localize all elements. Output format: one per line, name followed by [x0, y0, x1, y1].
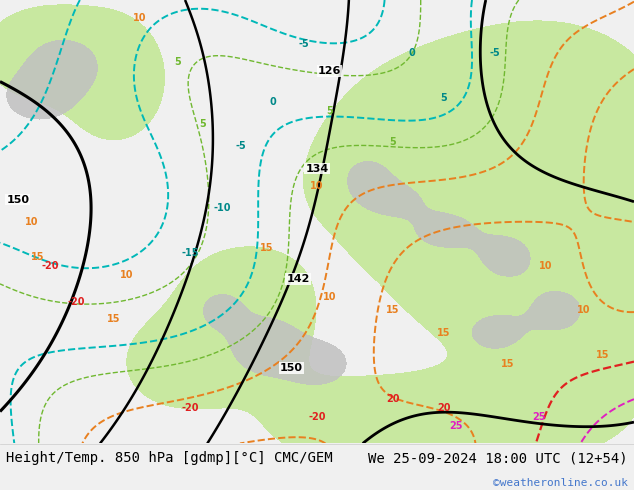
Text: 0: 0 — [269, 97, 276, 107]
Text: 10: 10 — [25, 217, 39, 227]
Text: -10: -10 — [213, 203, 231, 214]
Text: 15: 15 — [107, 314, 121, 324]
Text: 5: 5 — [390, 137, 396, 147]
Text: 142: 142 — [287, 274, 309, 284]
Text: 25: 25 — [532, 412, 546, 422]
Text: 20: 20 — [437, 403, 451, 413]
Text: -20: -20 — [42, 261, 60, 271]
Text: 126: 126 — [318, 66, 341, 76]
Text: -5: -5 — [489, 48, 500, 58]
Text: 5: 5 — [174, 57, 181, 67]
Text: -5: -5 — [236, 141, 246, 151]
Text: -5: -5 — [299, 39, 309, 49]
Text: 5: 5 — [441, 93, 447, 102]
Text: 15: 15 — [500, 359, 514, 368]
Text: 150: 150 — [6, 195, 29, 204]
Text: 15: 15 — [386, 305, 400, 316]
Text: 10: 10 — [133, 13, 146, 23]
Text: 25: 25 — [450, 421, 463, 431]
Text: -20: -20 — [308, 412, 326, 422]
Text: 10: 10 — [323, 292, 337, 302]
Text: 5: 5 — [200, 119, 206, 129]
Text: 15: 15 — [437, 328, 451, 338]
Text: Height/Temp. 850 hPa [gdmp][°C] CMC/GEM: Height/Temp. 850 hPa [gdmp][°C] CMC/GEM — [6, 451, 333, 466]
Text: 10: 10 — [310, 181, 324, 191]
Text: We 25-09-2024 18:00 UTC (12+54): We 25-09-2024 18:00 UTC (12+54) — [368, 451, 628, 466]
Text: 10: 10 — [538, 261, 552, 271]
Text: 20: 20 — [386, 394, 400, 404]
Text: 0: 0 — [409, 48, 415, 58]
Text: ©weatheronline.co.uk: ©weatheronline.co.uk — [493, 478, 628, 488]
Text: 15: 15 — [31, 252, 45, 262]
Text: -15: -15 — [181, 248, 199, 258]
Text: 134: 134 — [306, 164, 328, 173]
Text: 5: 5 — [327, 106, 333, 116]
Text: 10: 10 — [576, 305, 590, 316]
Text: -20: -20 — [181, 403, 199, 413]
Text: -20: -20 — [67, 296, 85, 307]
Text: 10: 10 — [120, 270, 134, 280]
Text: 15: 15 — [595, 350, 609, 360]
Text: 15: 15 — [259, 244, 273, 253]
Text: 150: 150 — [280, 363, 303, 373]
